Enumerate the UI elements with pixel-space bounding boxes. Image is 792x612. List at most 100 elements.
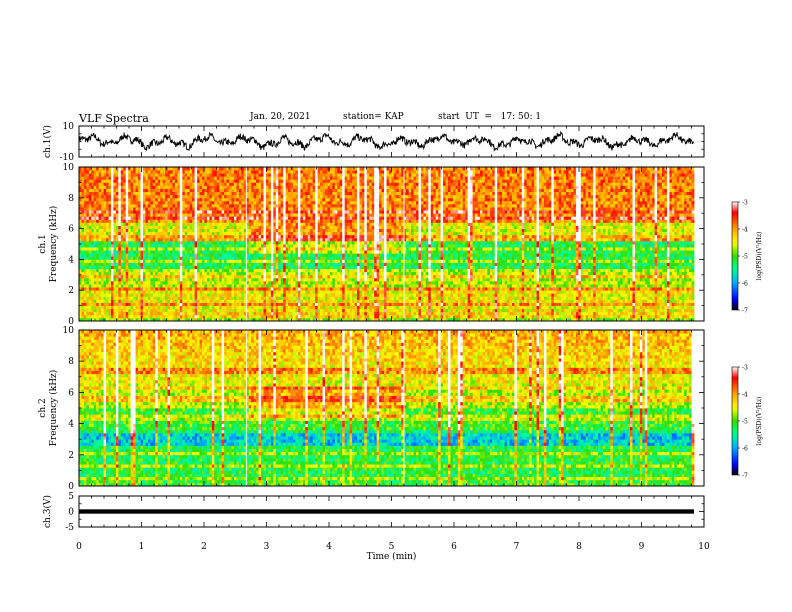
ch1-spectrogram-cell [116,222,119,225]
ch1-spectrogram-cell [96,269,99,272]
ch1-spectrogram-cell [94,303,97,306]
ch1-spectrogram-cell [113,250,116,253]
ch1-spectrogram-cell [116,179,119,182]
ch1-spectrogram-cell [81,241,84,244]
ch1-spectrogram-cell [143,312,146,315]
ch1-spectrogram-cell [104,269,107,272]
ch1-spectrogram-cell [121,287,124,290]
ch1-spectrogram-cell [101,201,104,204]
ch1-spectrogram-cell [141,207,144,210]
ch1-spectrogram-cell [138,189,141,192]
ch1-spectrogram-cell [91,309,94,312]
ch1-spectrogram-cell [109,238,112,241]
ch1-spectrogram-cell [86,266,89,269]
ch1-spectrogram-cell [126,207,129,210]
ch1-spectrogram-cell [84,207,87,210]
ch1-spectrogram-cell [91,238,94,241]
ch1-spectrogram-cell [89,238,92,241]
ch1-spectrogram-cell [138,222,141,225]
ch1-spectrogram-cell [109,309,112,312]
ch1-spectrogram-cell [141,235,144,238]
ch1-spectrogram-cell [126,219,129,222]
ch1-spectrogram-cell [116,213,119,216]
ch1-spectrogram-cell [81,173,84,176]
ch1-spectrogram-cell [145,306,148,309]
ch1-spectrogram-cell [131,241,134,244]
ch1-spectrogram-cell [118,216,121,219]
ch1-spectrogram-cell [143,250,146,253]
ch1-spectrogram-cell [99,278,102,281]
ch1-spectrogram-cell [131,253,134,256]
ch1-spectrogram-cell [99,226,102,229]
ch1-spectrogram-cell [126,195,129,198]
ch1-spectrogram-cell [121,256,124,259]
ch1-spectrogram-cell [111,284,114,287]
ch1-spectrogram-cell [138,167,141,170]
ch1-spectrogram-cell [91,213,94,216]
ch1-spectrogram-cell [81,204,84,207]
ch1-spectrogram-cell [121,210,124,213]
ch1-spectrogram-cell [106,195,109,198]
ch1-spectrogram-cell [109,198,112,201]
ch1-spectrogram-cell [86,219,89,222]
ch1-spectrogram-cell [128,244,131,247]
ch1-spectrogram-cell [145,222,148,225]
ch1-spectrogram-cell [138,207,141,210]
ch1-spectrogram-cell [116,250,119,253]
ch1-spectrogram-cell [145,247,148,250]
ch1-spectrogram-cell [96,284,99,287]
ch1-spectrogram-cell [143,281,146,284]
ch1-spectrogram-cell [89,315,92,318]
ch1-spectrogram-cell [145,284,148,287]
ch1-spectrogram-cell [113,253,116,256]
ch1-spectrogram-cell [101,198,104,201]
ch1-spectrogram-cell [101,250,104,253]
ch1-spectrogram-cell [111,235,114,238]
ch1-spectrogram-cell [94,315,97,318]
ch1-spectrogram-cell [116,281,119,284]
ch1-spectrogram-cell [128,303,131,306]
ch1-spectrogram-cell [101,315,104,318]
ch1-spectrogram-cell [141,278,144,281]
ch1-spectrogram-cell [91,281,94,284]
ch1-spectrogram-cell [145,232,148,235]
ch1-spectrogram-cell [136,167,139,170]
ch1-spectrogram-cell [111,226,114,229]
ch1-spectrogram-cell [94,204,97,207]
ch1-spectrogram-cell [145,303,148,306]
ch1-spectrogram-cell [118,229,121,232]
ch1-spectrogram-cell [84,170,87,173]
ch1-spectrogram-cell [145,315,148,318]
ch1-spectrogram-cell [86,312,89,315]
ch1-spectrogram-cell [138,195,141,198]
ch1-spectrogram-cell [133,315,136,318]
ch1-spectrogram-cell [118,272,121,275]
ch1-spectrogram-cell [96,253,99,256]
ch1-spectrogram-cell [101,259,104,262]
ch1-spectrogram-cell [91,170,94,173]
ch1-spectrogram-cell [99,229,102,232]
ch1-spectrogram-cell [126,176,129,179]
ch1-spectrogram-cell [81,312,84,315]
ch1-spectrogram-cell [143,207,146,210]
ch1-spectrogram-cell [123,232,126,235]
ch1-spectrogram-cell [116,309,119,312]
ch1-spectrogram-cell [81,185,84,188]
ch1-spectrogram-cell [94,244,97,247]
ch1-spectrogram-cell [138,293,141,296]
ch1-spectrogram-cell [96,204,99,207]
ch1-spectrogram-cell [121,173,124,176]
ch1-spectrogram-cell [111,232,114,235]
ch1-spectrogram-cell [89,303,92,306]
ch1-spectrogram-cell [141,219,144,222]
ch1-spectrogram-cell [86,189,89,192]
ch1-spectrogram-cell [101,244,104,247]
ch1-spectrogram-cell [128,173,131,176]
ch1-spectrogram-cell [131,226,134,229]
ch1-spectrogram-cell [121,275,124,278]
ch1-spectrogram-cell [131,266,134,269]
ch1-spectrogram-cell [133,189,136,192]
ch1-spectrogram-cell [86,201,89,204]
ch1-spectrogram-cell [84,232,87,235]
ch1-spectrogram-cell [113,222,116,225]
